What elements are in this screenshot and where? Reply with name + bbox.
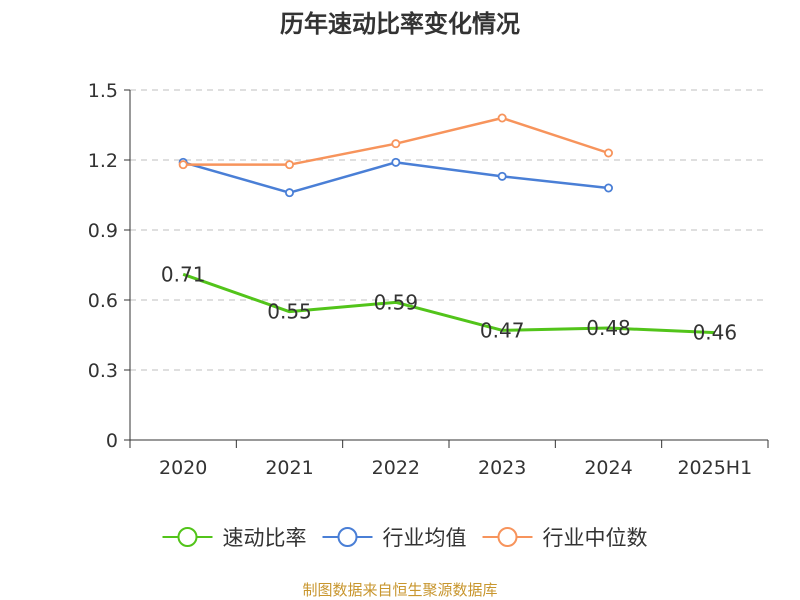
legend-item[interactable]: 行业中位数 [482,526,648,550]
axes: 0 0.3 0.6 0.9 1.2 1.5 2020 2021 2022 2023 2024 2025… [88,80,769,479]
data-point [497,113,507,123]
x-tick-label: 2023 [478,457,526,479]
y-tick-label: 0 [106,430,118,452]
data-label: 0.48 [586,316,631,340]
legend-marker-icon [337,527,358,547]
x-tick-label: 2024 [584,457,632,479]
y-tick-label: 0.3 [88,360,118,382]
data-point [178,160,188,170]
data-label: 0.47 [480,318,525,342]
data-label: 0.71 [161,262,206,286]
data-point [284,188,294,198]
data-label: 0.55 [267,300,312,324]
data-point [497,171,507,181]
grid-lines [130,89,765,371]
data-point [604,148,614,158]
legend-label: 行业均值 [383,526,467,550]
y-tick-label: 1.2 [88,150,118,172]
x-tick-label: 2021 [265,457,313,479]
data-labels: 0.71 0.55 0.59 0.47 0.48 0.46 [161,262,737,344]
series-lines [178,113,715,335]
source-note: 制图数据来自恒生聚源数据库 [302,581,497,599]
x-tick-label: 2025H1 [677,457,752,479]
legend[interactable]: 速动比率 行业均值 行业中位数 [162,526,648,550]
data-label: 0.59 [374,290,419,314]
chart-title: 历年速动比率变化情况 [280,10,520,38]
series-line [182,272,715,335]
y-tick-label: 0.6 [88,290,118,312]
x-tick-label: 2020 [159,457,207,479]
legend-label: 速动比率 [223,526,307,550]
data-point [604,183,614,193]
series-line [182,161,609,194]
data-point [391,139,401,149]
y-tick-label: 1.5 [88,80,118,102]
legend-marker-icon [497,527,518,547]
x-tick-label: 2022 [372,457,420,479]
data-point [391,157,401,167]
legend-label: 行业中位数 [543,526,648,550]
legend-item[interactable]: 速动比率 [162,526,307,550]
data-point [284,160,294,170]
y-tick-label: 0.9 [88,220,118,242]
legend-marker-icon [177,527,198,547]
legend-item[interactable]: 行业均值 [322,526,467,550]
data-label: 0.46 [693,321,738,345]
